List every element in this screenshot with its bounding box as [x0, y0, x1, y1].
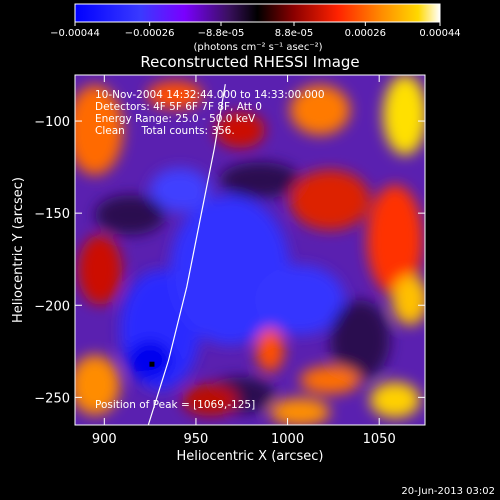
annotation-time: 10-Nov-2004 14:32:44.000 to 14:33:00.000 — [95, 89, 325, 101]
y-tick-label: −250 — [34, 391, 70, 406]
colorbar-gradient — [74, 3, 441, 23]
x-tick-label: 1000 — [271, 432, 304, 447]
solar-limb-curve — [147, 84, 226, 425]
colorbar-tick-label: 8.8e-05 — [275, 28, 313, 39]
heatmap-blob — [75, 355, 120, 415]
y-tick-label: −150 — [34, 207, 70, 222]
annotation-clean: Clean Total counts: 356. — [95, 125, 235, 137]
annotation-energy: Energy Range: 25.0 - 50.0 keV — [95, 113, 256, 125]
colorbar-tick-label: −8.8e-05 — [198, 28, 245, 39]
y-axis-label: Heliocentric Y (arcsec) — [11, 177, 26, 323]
colorbar-tick-label: −0.00044 — [50, 28, 100, 39]
x-axis-ticks: 900 950 1000 1050 — [92, 75, 396, 447]
heatmap-blob — [330, 300, 390, 380]
heatmap-blob — [128, 340, 172, 380]
heatmap-blob — [95, 195, 165, 235]
heatmap-blob — [270, 398, 330, 425]
y-tick-label: −200 — [34, 299, 70, 314]
heatmap-blob — [370, 382, 420, 418]
heatmap-blob — [150, 168, 210, 212]
heatmap-blobs — [75, 75, 425, 425]
x-axis-label: Heliocentric X (arcsec) — [177, 449, 324, 464]
heatmap-blob — [75, 85, 123, 175]
colorbar: −0.00044 −0.00026 −8.8e-05 8.8e-05 0.00026 0.… — [50, 3, 461, 53]
chart-title: Reconstructed RHESSI Image — [140, 53, 359, 71]
annotation-peak: Position of Peak = [1069,-125] — [95, 399, 255, 411]
heatmap-blob — [182, 384, 238, 416]
x-tick-label: 950 — [184, 432, 209, 447]
heatmap-blob — [220, 162, 300, 198]
y-axis-ticks: −100 −150 −200 −250 — [34, 115, 425, 406]
annotations: 10-Nov-2004 14:32:44.000 to 14:33:00.000… — [95, 89, 325, 411]
y-tick-label: −100 — [34, 115, 70, 130]
heatmap-blob — [383, 75, 425, 155]
colorbar-tick-label: 0.00044 — [419, 28, 460, 39]
colorbar-tick-label: 0.00026 — [345, 28, 386, 39]
heatmap-blob — [215, 112, 265, 148]
heatmap-blob — [78, 235, 122, 305]
annotation-detectors: Detectors: 4F 5F 6F 7F 8F, Att 0 — [95, 101, 262, 113]
heatmap — [75, 75, 425, 425]
heatmap-blob — [290, 85, 350, 135]
peak-marker — [149, 361, 155, 367]
plot-frame — [74, 74, 426, 426]
heatmap-blob — [255, 265, 345, 335]
x-tick-label: 1050 — [363, 432, 396, 447]
heatmap-blob — [147, 81, 203, 109]
heatmap-blob — [392, 275, 425, 325]
heatmap-blob — [290, 170, 370, 230]
x-tick-label: 900 — [92, 432, 117, 447]
footer-date: 20-Jun-2013 03:02 — [401, 486, 495, 497]
colorbar-ticks: −0.00044 −0.00026 −8.8e-05 8.8e-05 0.00026 0.… — [50, 22, 461, 39]
colorbar-tick-label: −0.00026 — [125, 28, 175, 39]
heatmap-blob — [256, 328, 284, 372]
colorbar-units: (photons cm⁻² s⁻¹ asec⁻²) — [193, 42, 322, 53]
heatmap-blob — [300, 366, 360, 394]
heatmap-blob — [367, 185, 423, 295]
